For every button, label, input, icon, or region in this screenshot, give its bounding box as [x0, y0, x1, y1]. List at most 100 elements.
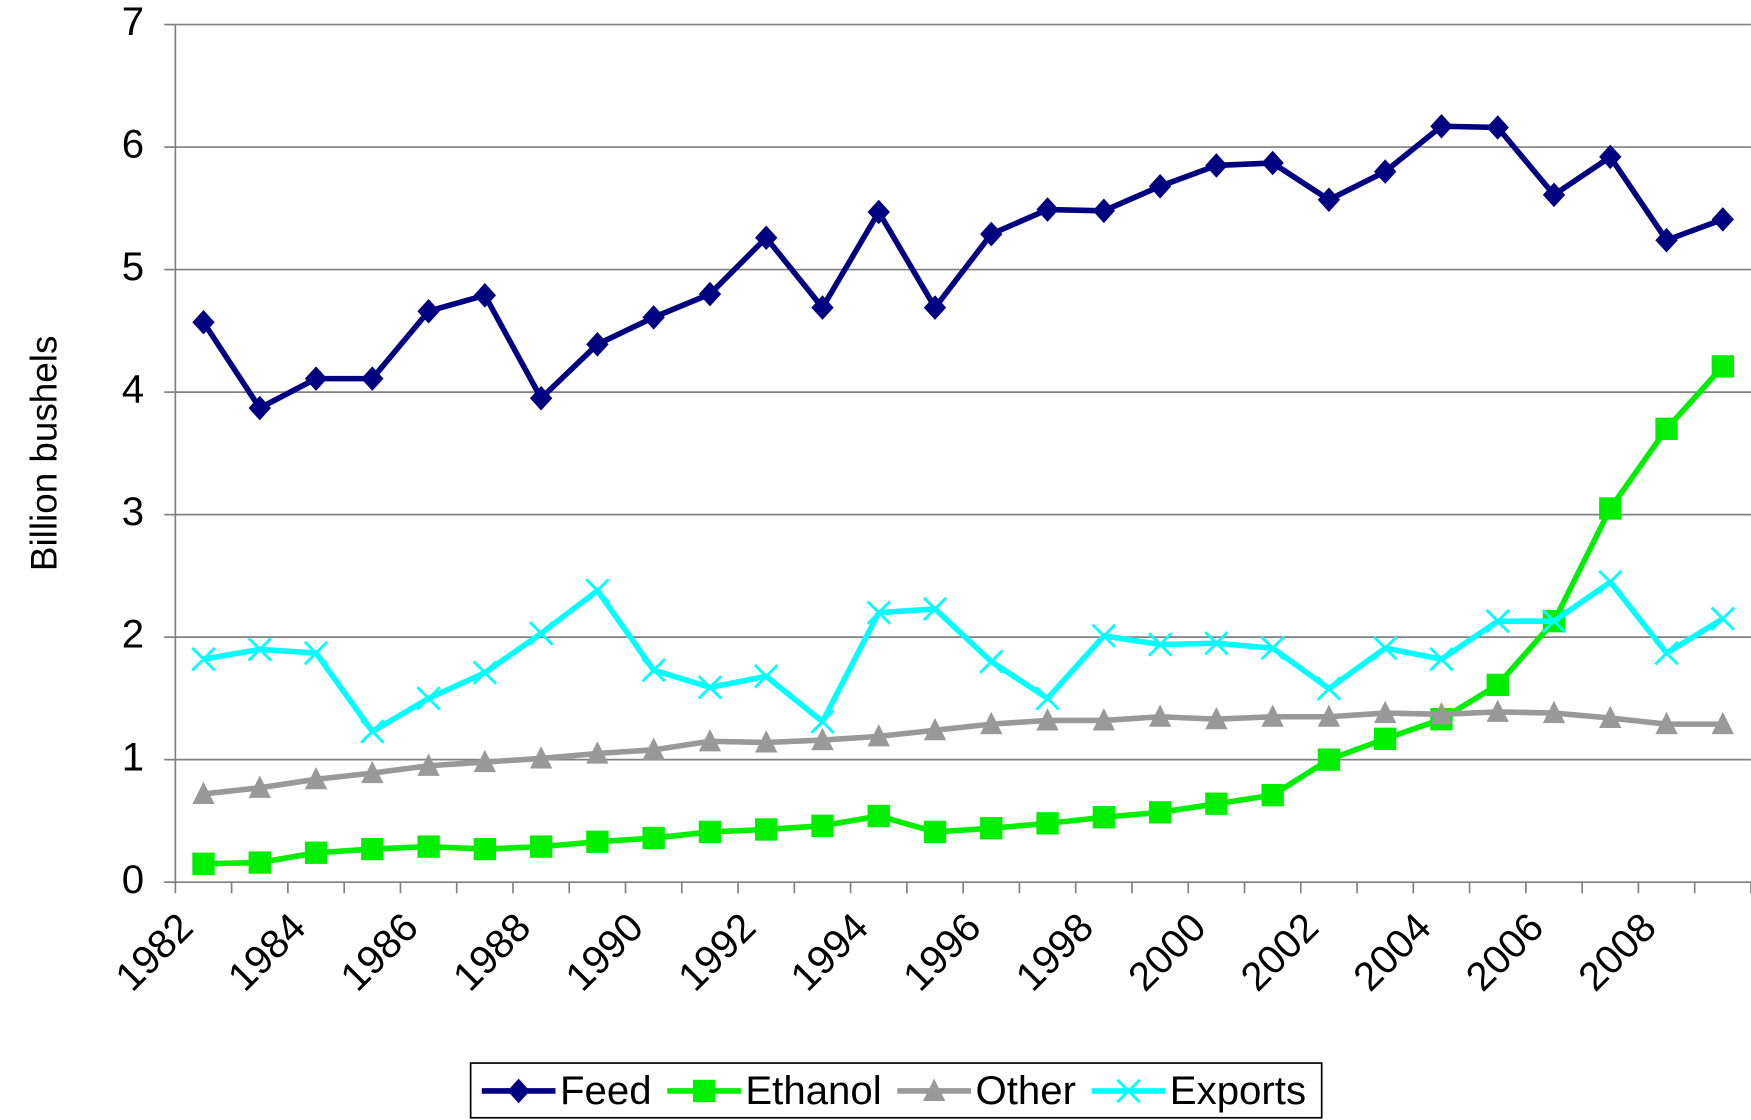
marker — [1204, 631, 1229, 656]
marker — [1598, 569, 1623, 595]
x-tick-label: 2004 — [1345, 904, 1440, 999]
marker — [361, 760, 384, 784]
marker — [1599, 497, 1622, 520]
marker — [1710, 606, 1735, 631]
marker — [303, 640, 329, 666]
y-tick-label: 2 — [122, 612, 144, 657]
marker — [1430, 702, 1453, 725]
marker — [1317, 187, 1341, 213]
marker — [1654, 640, 1679, 666]
marker — [304, 366, 328, 391]
marker — [1711, 355, 1734, 378]
x-tick-label: 2006 — [1457, 904, 1552, 999]
marker — [507, 1078, 530, 1104]
series-line — [203, 709, 1723, 797]
marker — [416, 686, 441, 711]
marker — [1711, 207, 1734, 232]
marker — [1147, 632, 1173, 657]
marker — [698, 728, 722, 752]
marker — [1036, 812, 1059, 835]
marker — [1205, 153, 1228, 178]
marker — [1116, 1078, 1141, 1104]
y-tick-label: 7 — [122, 0, 144, 44]
marker — [980, 817, 1003, 840]
series-line — [203, 364, 1725, 867]
marker — [529, 835, 553, 858]
marker — [1486, 115, 1509, 140]
marker — [585, 578, 610, 603]
series-line — [203, 579, 1725, 735]
marker — [1599, 144, 1622, 170]
x-tick-label: 1998 — [1007, 904, 1102, 999]
marker — [1316, 676, 1342, 701]
marker — [923, 717, 947, 741]
marker — [1486, 699, 1509, 722]
y-tick-label: 5 — [122, 244, 144, 289]
marker — [417, 835, 440, 858]
y-tick-label: 0 — [122, 857, 144, 902]
x-tick-label: 2008 — [1570, 904, 1665, 999]
y-axis-label: Billion bushels — [24, 336, 65, 571]
marker — [248, 395, 271, 421]
marker — [811, 814, 834, 837]
y-tick-label: 3 — [122, 489, 144, 534]
marker — [1317, 748, 1341, 771]
marker — [1599, 705, 1622, 729]
marker — [1542, 182, 1566, 208]
marker — [754, 664, 779, 689]
marker — [247, 637, 272, 662]
marker — [866, 600, 891, 625]
marker — [692, 1079, 716, 1103]
series-line — [201, 123, 1724, 411]
y-tick-label: 6 — [122, 122, 144, 167]
marker — [361, 837, 384, 861]
marker — [473, 749, 497, 773]
marker — [755, 730, 778, 753]
y-tick-label: 1 — [122, 734, 144, 779]
marker — [641, 658, 666, 683]
marker — [473, 283, 497, 308]
marker — [473, 837, 497, 861]
legend-label: Exports — [1170, 1068, 1306, 1113]
marker — [1035, 686, 1060, 711]
marker — [811, 295, 834, 320]
x-tick-label: 1984 — [219, 904, 314, 999]
marker — [1148, 704, 1172, 727]
marker — [1542, 700, 1566, 724]
marker — [867, 804, 890, 828]
marker — [979, 649, 1004, 674]
marker — [810, 709, 835, 734]
marker — [1261, 150, 1284, 176]
marker — [529, 385, 553, 411]
marker — [923, 820, 947, 844]
marker — [1148, 173, 1172, 199]
marker — [1374, 700, 1397, 724]
marker — [1655, 417, 1678, 441]
marker — [586, 830, 609, 853]
marker — [1261, 704, 1284, 727]
marker — [529, 746, 553, 769]
marker — [248, 775, 271, 798]
marker — [417, 753, 440, 776]
marker — [1261, 784, 1284, 807]
marker — [1655, 227, 1678, 253]
x-tick-label: 1982 — [107, 904, 202, 999]
marker — [192, 781, 215, 804]
marker — [1374, 727, 1397, 750]
marker — [923, 295, 947, 320]
marker — [192, 852, 215, 875]
marker — [360, 719, 385, 744]
marker — [642, 737, 665, 760]
marker — [980, 221, 1003, 247]
marker — [642, 305, 665, 330]
marker — [1260, 636, 1285, 661]
x-tick-label: 2002 — [1232, 904, 1327, 999]
marker — [1374, 159, 1397, 184]
marker — [304, 841, 328, 864]
legend: Feed Ethanol Other Exports — [469, 1062, 1323, 1119]
x-tick-label: 1990 — [557, 904, 652, 999]
marker — [698, 281, 722, 307]
marker — [1092, 708, 1116, 731]
marker — [1429, 647, 1454, 672]
